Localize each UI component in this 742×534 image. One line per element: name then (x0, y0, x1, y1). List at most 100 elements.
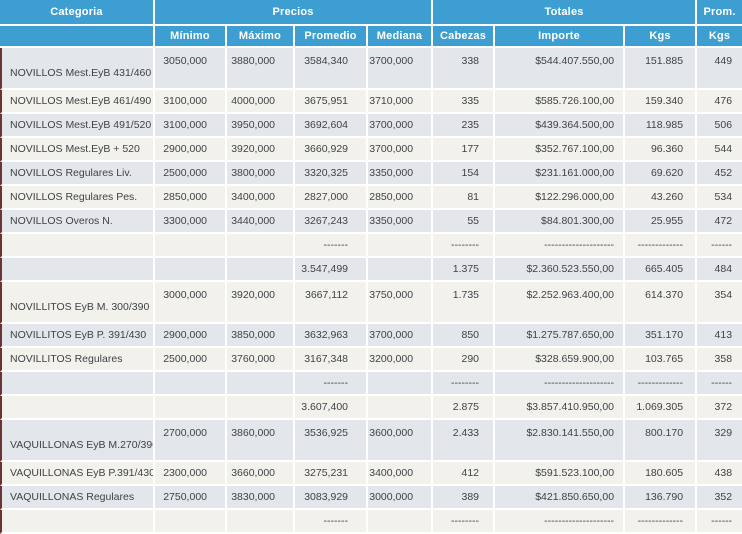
table-header: Categoria Precios Totales Prom. Mínimo M… (0, 0, 742, 48)
cell-mediana: 3400,000 (368, 462, 434, 486)
cell-minimo (155, 258, 227, 282)
cell-maximo (227, 510, 295, 534)
cell-importe: $1.275.787.650,00 (495, 324, 626, 348)
table-row-data: NOVILLITOS EyB P. 391/430 2900,000 3850,00… (0, 324, 742, 348)
cell-promedio: 3660,929 (295, 138, 368, 162)
header-sub-row: Mínimo Máximo Promedio Mediana Cabezas I… (0, 26, 742, 48)
cell-prom-kgs: 329 (697, 420, 742, 462)
cell-maximo (227, 396, 295, 420)
table-row-data: NOVILLOS Overos N. 3300,000 3440,000 3267,2… (0, 210, 742, 234)
cell-categoria: NOVILLITOS EyB P. 391/430 (0, 324, 155, 348)
cell-promedio: 3267,243 (295, 210, 368, 234)
table-row-data: NOVILLITOS Regulares 2500,000 3760,000 3167… (0, 348, 742, 372)
table-row-separator: ------- -------- -------------------- -----… (0, 372, 742, 396)
cell-cabezas: -------- (433, 372, 496, 396)
cell-kgs: 180.605 (625, 462, 698, 486)
cell-importe: $2.360.523.550,00 (495, 258, 626, 282)
cell-cabezas: -------- (433, 234, 496, 258)
cell-prom-kgs: ------ (697, 372, 742, 396)
cell-prom-kgs: 449 (697, 48, 742, 90)
cell-maximo: 4000,000 (227, 90, 295, 114)
cell-cabezas: -------- (433, 510, 496, 534)
header-group-totales: Totales (433, 0, 698, 26)
cell-prom-kgs: 544 (697, 138, 742, 162)
cell-mediana (368, 234, 434, 258)
table-row-data: VAQUILLONAS EyB M.270/390 2700,000 3860,00… (0, 420, 742, 462)
cell-cabezas: 1.375 (433, 258, 496, 282)
table-row-data: NOVILLOS Mest.EyB + 520 2900,000 3920,000 3… (0, 138, 742, 162)
cell-prom-kgs: 358 (697, 348, 742, 372)
cell-promedio: 3692,604 (295, 114, 368, 138)
cell-prom-kgs: 438 (697, 462, 742, 486)
cell-prom-kgs: 354 (697, 282, 742, 324)
cell-mediana: 3000,000 (368, 486, 434, 510)
cell-kgs: ------------- (625, 510, 698, 534)
cell-promedio: ------- (295, 372, 368, 396)
cell-categoria (0, 234, 155, 258)
cell-mediana (368, 372, 434, 396)
table-row-data: NOVILLOS Regulares Pes. 2850,000 3400,000 2… (0, 186, 742, 210)
cell-prom-kgs: 484 (697, 258, 742, 282)
cell-maximo: 3760,000 (227, 348, 295, 372)
header-maximo: Máximo (227, 26, 295, 48)
cell-categoria: NOVILLOS Regulares Pes. (0, 186, 155, 210)
cell-categoria: VAQUILLONAS EyB P.391/430 (0, 462, 155, 486)
cell-promedio: 3584,340 (295, 48, 368, 90)
cell-prom-kgs: 506 (697, 114, 742, 138)
cell-prom-kgs: ------ (697, 234, 742, 258)
cell-importe: $585.726.100,00 (495, 90, 626, 114)
cell-prom-kgs: 472 (697, 210, 742, 234)
cell-categoria: VAQUILLONAS Regulares (0, 486, 155, 510)
cell-maximo: 3920,000 (227, 138, 295, 162)
cell-promedio: 3632,963 (295, 324, 368, 348)
header-promedio: Promedio (295, 26, 368, 48)
cell-categoria: NOVILLOS Overos N. (0, 210, 155, 234)
cell-importe: $328.659.900,00 (495, 348, 626, 372)
cell-minimo: 2700,000 (155, 420, 227, 462)
cell-maximo: 3660,000 (227, 462, 295, 486)
cell-cabezas: 338 (433, 48, 496, 90)
table-row-data: NOVILLOS Mest.EyB 491/520 3100,000 3950,00… (0, 114, 742, 138)
cell-promedio: ------- (295, 234, 368, 258)
cell-maximo: 3920,000 (227, 282, 295, 324)
cell-mediana: 3700,000 (368, 324, 434, 348)
cell-mediana (368, 510, 434, 534)
cell-minimo (155, 234, 227, 258)
cell-importe: $2.830.141.550,00 (495, 420, 626, 462)
cell-importe: $84.801.300,00 (495, 210, 626, 234)
cell-importe: $352.767.100,00 (495, 138, 626, 162)
cell-cabezas: 81 (433, 186, 496, 210)
table-row-data: NOVILLOS Regulares Liv. 2500,000 3800,000 3… (0, 162, 742, 186)
cell-importe: $231.161.000,00 (495, 162, 626, 186)
table-row-data: VAQUILLONAS Regulares 2750,000 3830,000 308… (0, 486, 742, 510)
cell-minimo (155, 510, 227, 534)
cell-maximo (227, 372, 295, 396)
cell-mediana: 3350,000 (368, 162, 434, 186)
cell-categoria: NOVILLITOS EyB M. 300/390 (0, 282, 155, 324)
cell-categoria: NOVILLOS Mest.EyB + 520 (0, 138, 155, 162)
cell-minimo: 3050,000 (155, 48, 227, 90)
cell-cabezas: 2.875 (433, 396, 496, 420)
cell-maximo (227, 258, 295, 282)
cell-kgs: ------------- (625, 372, 698, 396)
cell-prom-kgs: 452 (697, 162, 742, 186)
cell-promedio: 3667,112 (295, 282, 368, 324)
cell-maximo: 3950,000 (227, 114, 295, 138)
cell-promedio: 2827,000 (295, 186, 368, 210)
cell-cabezas: 290 (433, 348, 496, 372)
cell-categoria: VAQUILLONAS EyB M.270/390 (0, 420, 155, 462)
header-group-row: Categoria Precios Totales Prom. (0, 0, 742, 26)
table-row-data: NOVILLOS Mest.EyB 431/460 3050,000 3880,00… (0, 48, 742, 90)
cell-maximo: 3440,000 (227, 210, 295, 234)
cell-promedio: 3536,925 (295, 420, 368, 462)
cell-categoria: NOVILLOS Mest.EyB 461/490 (0, 90, 155, 114)
cell-minimo: 2500,000 (155, 162, 227, 186)
cell-importe: $421.850.650,00 (495, 486, 626, 510)
table-row-subtotal: 3.547,499 1.375 $2.360.523.550,00 665.405 48… (0, 258, 742, 282)
cell-cabezas: 412 (433, 462, 496, 486)
header-kgs: Kgs (625, 26, 698, 48)
cell-cabezas: 154 (433, 162, 496, 186)
cell-importe: $122.296.000,00 (495, 186, 626, 210)
cell-minimo: 3100,000 (155, 90, 227, 114)
